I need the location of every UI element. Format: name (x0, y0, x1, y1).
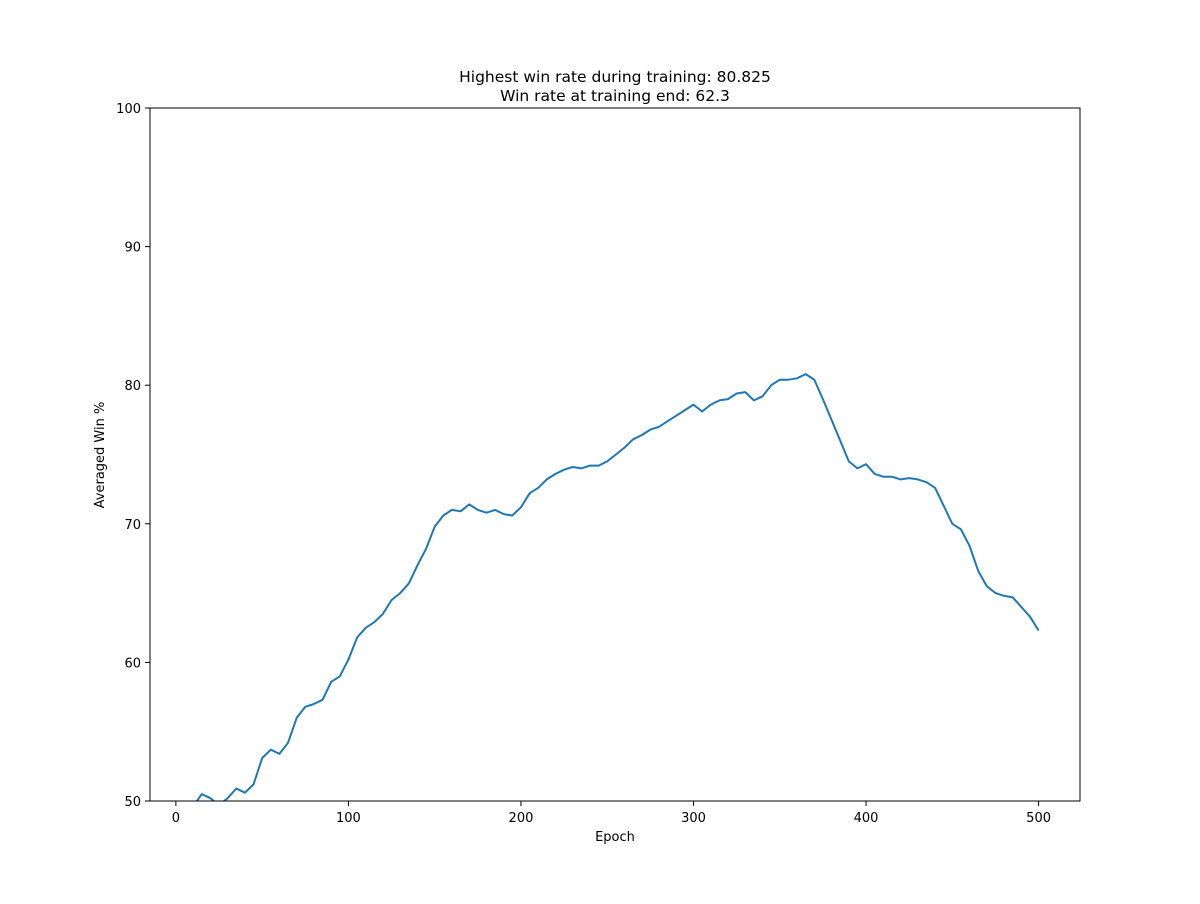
y-tick-label: 50 (124, 795, 141, 810)
y-tick-label: 60 (124, 656, 141, 671)
y-axis-ticks: 50 60 70 80 90 100 (116, 102, 150, 810)
x-tick-label: 200 (509, 811, 534, 826)
x-tick-label: 500 (1026, 811, 1051, 826)
y-tick-label: 90 (124, 241, 141, 256)
x-tick-label: 0 (172, 811, 180, 826)
x-axis-label: Epoch (595, 830, 635, 845)
y-tick-label: 80 (124, 379, 141, 394)
plot-area-frame (149, 107, 1081, 802)
chart-title: Highest win rate during training: 80.825 (459, 68, 771, 86)
y-tick-label: 70 (124, 518, 141, 533)
x-tick-label: 400 (854, 811, 879, 826)
win-rate-line (195, 373, 1040, 801)
chart-subtitle: Win rate at training end: 62.3 (500, 87, 730, 105)
y-axis-label: Averaged Win % (93, 402, 108, 509)
x-tick-label: 100 (336, 811, 361, 826)
x-axis-ticks: 0 100 200 300 400 500 (172, 801, 1051, 826)
y-tick-label: 100 (116, 102, 141, 117)
x-tick-label: 300 (681, 811, 706, 826)
